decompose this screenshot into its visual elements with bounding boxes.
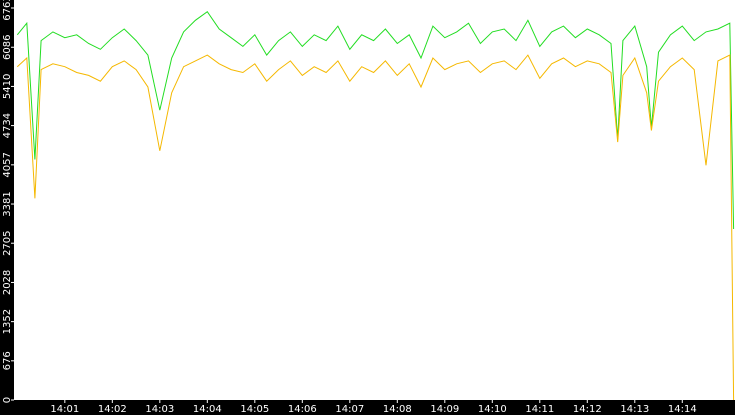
x-tick-label: 14:01 <box>50 404 79 415</box>
x-tick-label: 14:04 <box>193 404 222 415</box>
x-tick-label: 14:10 <box>478 404 507 415</box>
x-tick-label: 14:09 <box>430 404 459 415</box>
y-tick-label: 676 <box>2 351 13 370</box>
x-tick-label: 14:07 <box>335 404 364 415</box>
y-tick-label: 6086 <box>2 35 13 60</box>
y-tick-label: 5410 <box>2 74 13 99</box>
x-axis-strip <box>0 400 735 415</box>
y-axis-strip <box>0 0 14 415</box>
x-tick-label: 14:05 <box>240 404 269 415</box>
x-tick-label: 14:13 <box>620 404 649 415</box>
y-tick-label: 3381 <box>2 191 13 216</box>
series-line <box>16 54 735 401</box>
y-tick-label: 0 <box>2 397 13 403</box>
y-tick-label: 2705 <box>2 230 13 255</box>
x-tick-label: 14:02 <box>98 404 127 415</box>
x-tick-label: 14:08 <box>383 404 412 415</box>
x-tick-label: 14:06 <box>288 404 317 415</box>
y-tick-label: 1352 <box>2 309 13 334</box>
y-tick-label: 6763 <box>2 0 13 21</box>
x-tick-label: 14:14 <box>668 404 697 415</box>
x-tick-label: 14:11 <box>525 404 554 415</box>
x-tick-label: 14:03 <box>145 404 174 415</box>
x-tick-label: 14:12 <box>573 404 602 415</box>
y-tick-label: 4057 <box>2 152 13 177</box>
y-tick-label: 4734 <box>2 113 13 138</box>
y-tick-label: 2028 <box>2 270 13 295</box>
series-line <box>16 10 735 230</box>
